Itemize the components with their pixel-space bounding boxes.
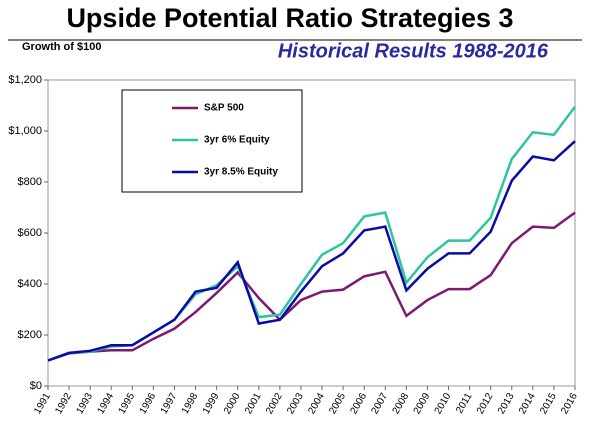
x-tick-label: 2014 [517, 391, 538, 416]
series-line [47, 140, 576, 362]
x-tick-label: 2013 [496, 391, 517, 416]
x-tick-label: 2003 [285, 391, 306, 416]
x-tick-label: 2010 [433, 391, 454, 416]
legend-label: 3yr 6% Equity [204, 135, 270, 146]
y-tick-label: $800 [18, 176, 42, 188]
y-tick-label: $600 [18, 227, 42, 239]
x-tick-label: 2002 [264, 391, 285, 416]
x-tick-label: 2011 [454, 391, 474, 416]
x-tick-label: 1995 [117, 391, 138, 416]
y-tick-label: $1,200 [8, 74, 42, 86]
x-tick-label: 2001 [243, 391, 264, 416]
x-tick-label: 1993 [74, 391, 95, 416]
legend-label: S&P 500 [204, 103, 244, 114]
x-tick-label: 2004 [306, 391, 327, 416]
legend-label: 3yr 8.5% Equity [204, 167, 278, 178]
chart-title: Upside Potential Ratio Strategies 3 [66, 3, 513, 33]
x-tick-label: 1999 [201, 391, 222, 416]
x-tick-label: 2006 [348, 391, 369, 416]
x-tick-label: 2012 [475, 391, 496, 416]
y-axis-label: Growth of $100 [22, 41, 101, 53]
x-tick-label: 1996 [138, 391, 159, 416]
y-tick-label: $400 [18, 278, 42, 290]
y-tick-label: $0 [30, 380, 42, 392]
legend-box [121, 89, 303, 193]
x-tick-label: 2005 [327, 391, 348, 416]
x-tick-label: 1992 [53, 391, 74, 416]
chart-subtitle: Historical Results 1988-2016 [278, 40, 549, 62]
y-tick-label: $200 [18, 329, 42, 341]
series-line [47, 211, 576, 362]
x-tick-label: 2007 [370, 391, 391, 416]
x-tick-label: 2000 [222, 391, 243, 416]
x-tick-label: 2008 [391, 391, 412, 416]
x-tick-label: 2015 [538, 391, 559, 416]
x-tick-label: 2009 [412, 391, 433, 416]
x-tick-label: 2016 [559, 391, 580, 416]
x-tick-label: 1994 [95, 391, 116, 416]
y-tick-label: $1,000 [8, 125, 42, 137]
x-tick-label: 1998 [180, 391, 201, 416]
x-tick-label: 1997 [159, 391, 180, 416]
x-tick-label: 1991 [32, 391, 53, 416]
